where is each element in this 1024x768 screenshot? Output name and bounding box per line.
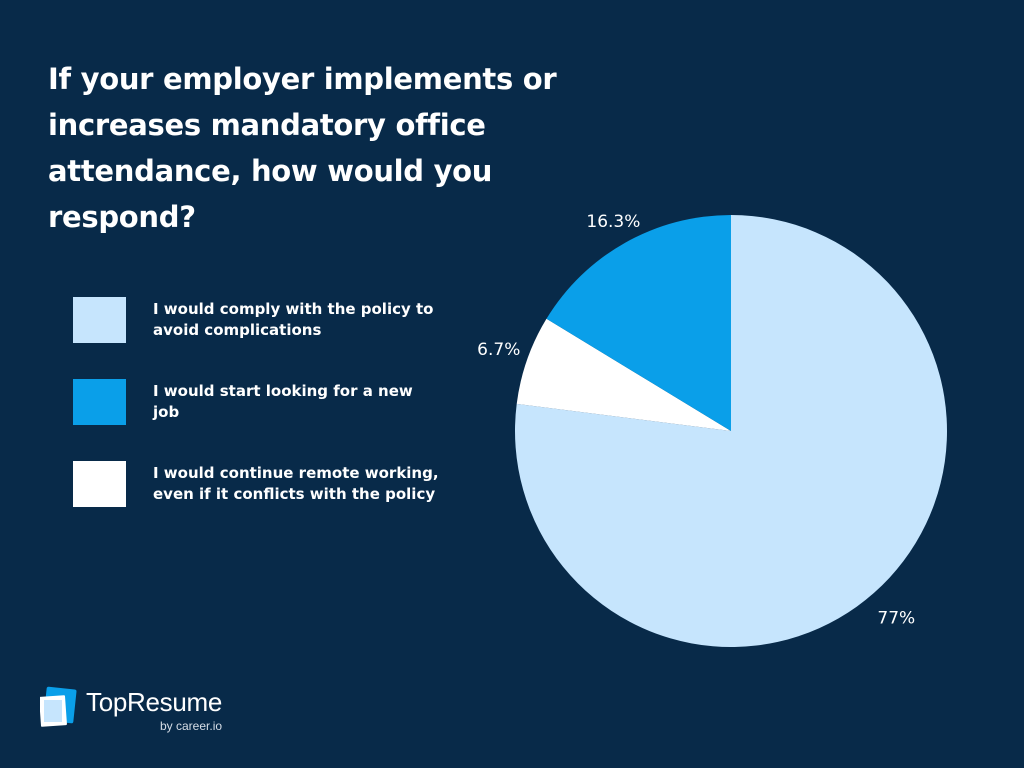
legend-label-comply: I would comply with the policy to avoid …	[153, 300, 434, 339]
legend-swatch-new-job	[73, 379, 126, 425]
slice-label-comply: 77%	[877, 609, 915, 629]
legend-label-remote: I would continue remote working, even if…	[153, 464, 439, 503]
legend-item-comply: I would comply with the policy to avoid …	[73, 297, 453, 343]
legend-item-remote: I would continue remote working, even if…	[73, 461, 453, 507]
chart-title: If your employer implements or increases…	[48, 62, 557, 234]
slice-label-new-job: 16.3%	[586, 212, 640, 232]
topresume-logo-icon	[40, 686, 77, 727]
legend-swatch-comply	[73, 297, 126, 343]
pie-slice-remote	[516, 318, 731, 431]
slice-label-remote: 6.7%	[477, 340, 520, 360]
legend-label-new-job: I would start looking for a new job	[153, 382, 413, 421]
legend-item-new-job: I would start looking for a new job	[73, 379, 453, 425]
brand-logo: TopResume by career.io	[40, 686, 240, 733]
pie-slice-comply	[515, 215, 948, 647]
brand-name: TopResume	[86, 687, 223, 717]
pie-slice-new-job	[546, 215, 731, 431]
brand-subtitle: by career.io	[160, 719, 223, 733]
legend-swatch-remote	[73, 461, 126, 507]
